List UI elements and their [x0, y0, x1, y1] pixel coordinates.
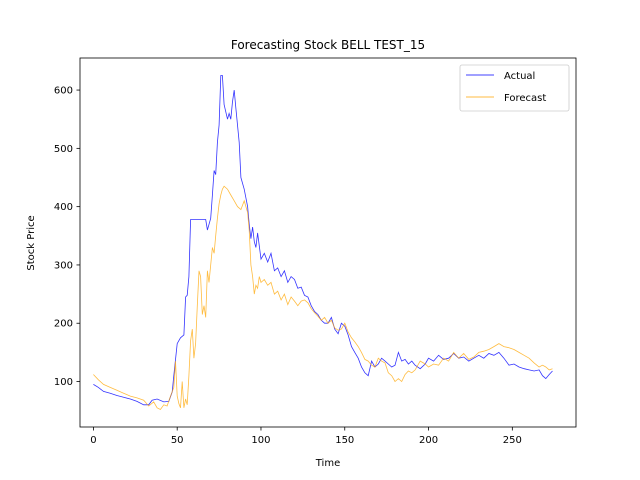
legend-box: [459, 64, 570, 112]
x-axis: 0 50 100 150 200 250: [90, 427, 522, 446]
y-tick-label: 200: [54, 319, 73, 330]
x-tick-label: 150: [335, 435, 354, 446]
series-line-forecast: [93, 185, 553, 411]
x-tick-label: 200: [419, 435, 438, 446]
y-axis-label: Stock Price: [26, 215, 37, 270]
plot-area: [79, 57, 577, 428]
y-tick-label: 100: [54, 377, 73, 388]
x-axis-label: Time: [315, 458, 340, 469]
legend-label-forecast: Forecast: [504, 93, 546, 104]
legend-label-actual: Actual: [504, 71, 535, 82]
y-axis: 100 200 300 400 500 600: [54, 86, 80, 388]
plot-frame: [79, 57, 577, 428]
y-tick-label: 500: [54, 144, 73, 155]
y-tick-label: 400: [54, 202, 73, 213]
legend: Actual Forecast: [459, 64, 570, 112]
x-tick-label: 0: [90, 435, 96, 446]
x-tick-label: 250: [503, 435, 522, 446]
y-tick-label: 300: [54, 260, 73, 271]
chart-title: Forecasting Stock BELL TEST_15: [231, 38, 425, 52]
x-tick-label: 100: [251, 435, 270, 446]
x-tick-label: 50: [171, 435, 184, 446]
y-tick-label: 600: [54, 86, 73, 97]
